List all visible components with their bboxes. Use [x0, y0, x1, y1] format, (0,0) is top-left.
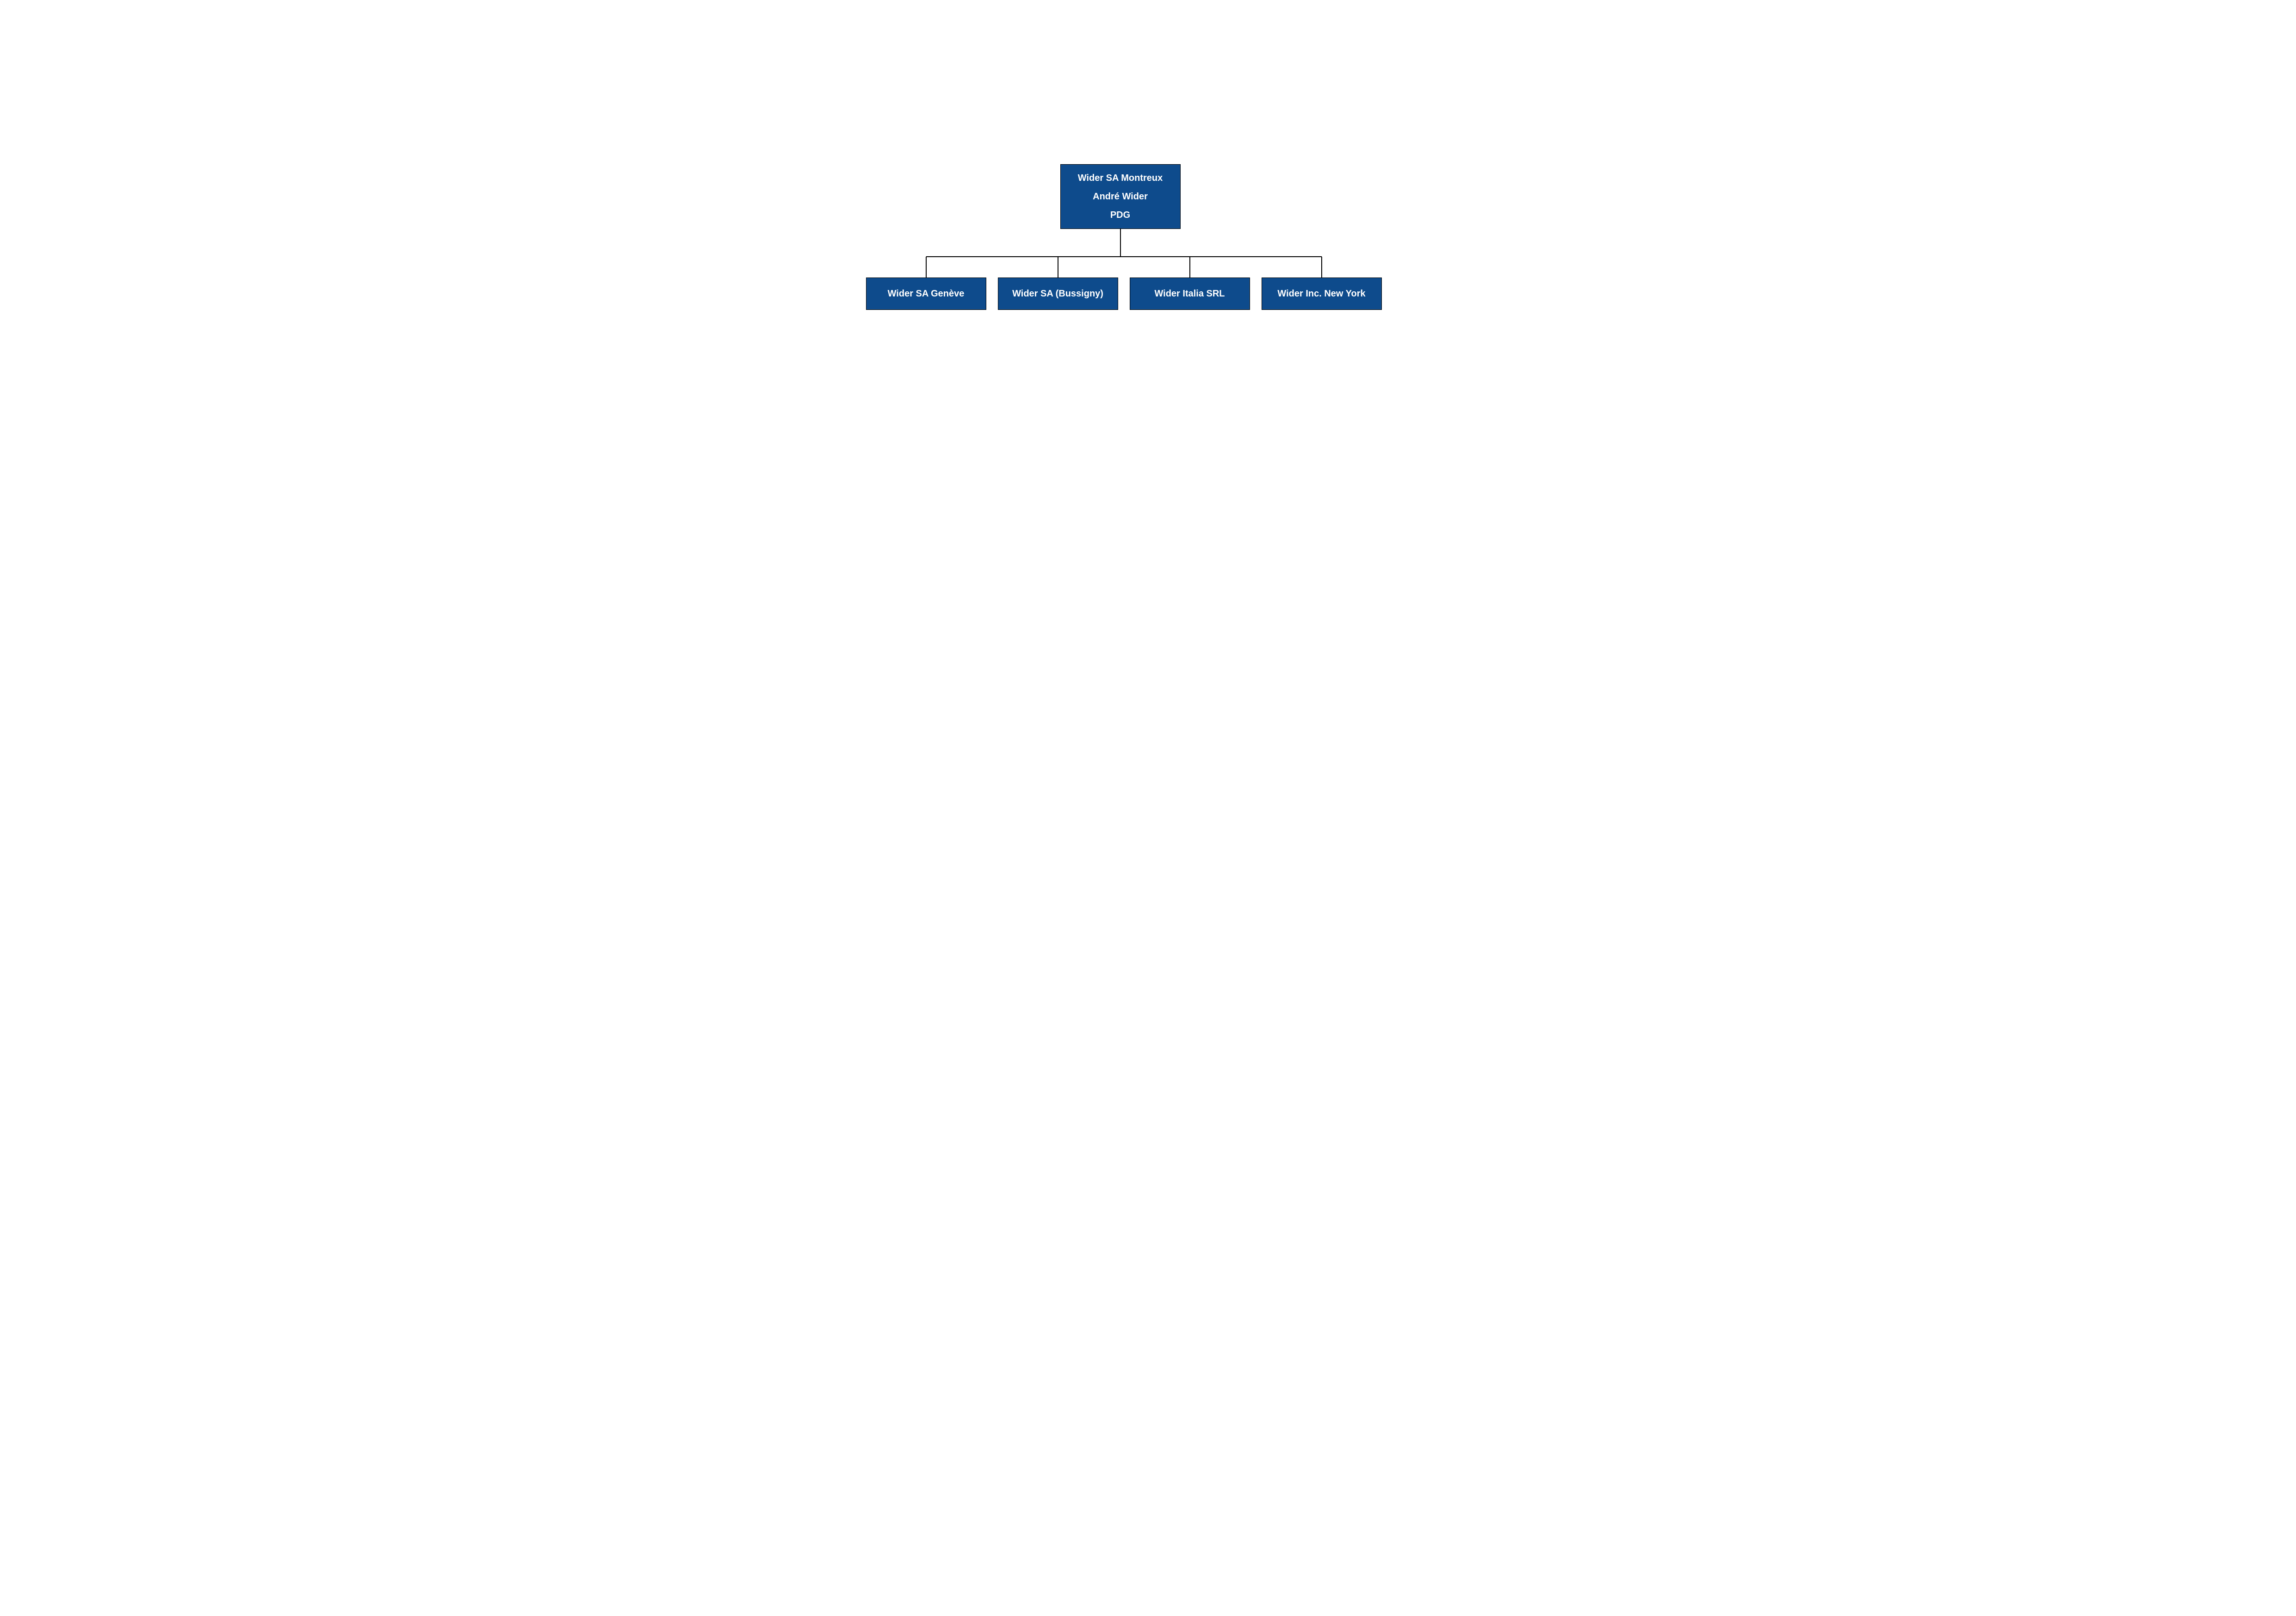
child-2-label: Wider SA (Bussigny)	[1012, 289, 1103, 299]
org-node-child-2: Wider SA (Bussigny)	[998, 278, 1118, 310]
root-line-3: PDG	[1110, 206, 1130, 224]
child-3-label: Wider Italia SRL	[1154, 289, 1225, 299]
root-line-2: André Wider	[1093, 187, 1148, 206]
connectors-layer	[801, 0, 1495, 488]
org-node-child-3: Wider Italia SRL	[1130, 278, 1250, 310]
org-node-child-1: Wider SA Genève	[866, 278, 986, 310]
org-node-child-4: Wider Inc. New York	[1262, 278, 1382, 310]
org-node-root: Wider SA Montreux André Wider PDG	[1060, 164, 1181, 229]
child-4-label: Wider Inc. New York	[1277, 289, 1365, 299]
org-chart-canvas: Wider SA Montreux André Wider PDG Wider …	[801, 0, 1495, 488]
root-line-1: Wider SA Montreux	[1078, 169, 1163, 187]
child-1-label: Wider SA Genève	[888, 289, 965, 299]
